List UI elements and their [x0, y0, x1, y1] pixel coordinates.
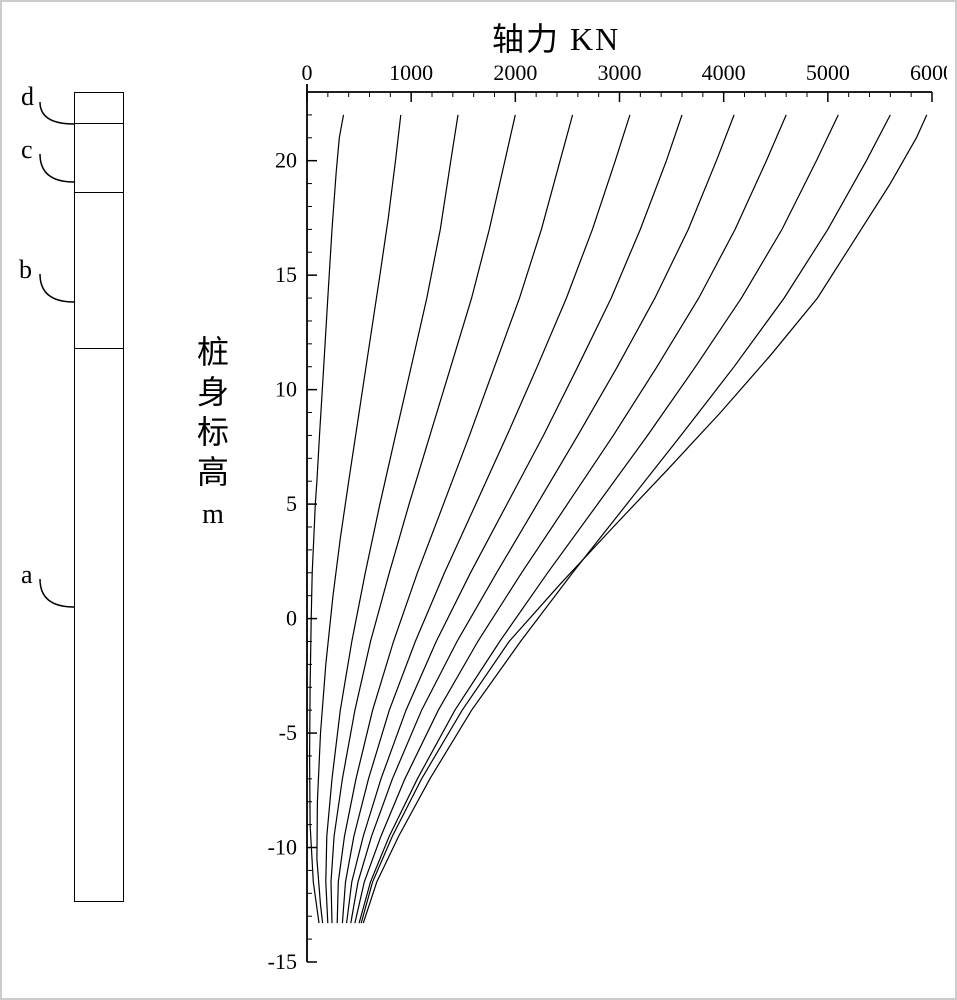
svg-text:20: 20	[275, 148, 297, 173]
leader-d	[36, 102, 76, 132]
axial-force-chart: 0 1000 2000 3000 4000 5000 6000 -15 -10 -5 0 5 10 15 2…	[257, 57, 947, 987]
label-b: b	[19, 255, 32, 285]
svg-text:5000: 5000	[806, 60, 850, 85]
svg-text:4000: 4000	[702, 60, 746, 85]
svg-text:3000: 3000	[598, 60, 642, 85]
pile-divider-d	[75, 123, 123, 124]
svg-text:0: 0	[286, 606, 297, 631]
label-c: c	[21, 135, 33, 165]
svg-text:-15: -15	[268, 949, 297, 974]
figure-container: d c b a 轴力 KN 桩身标高 m 0100020003000400050…	[0, 0, 957, 1000]
leader-a	[36, 579, 76, 615]
y-axis-title: 桩身标高 m	[197, 332, 229, 532]
leader-b	[36, 274, 76, 310]
svg-text:1000: 1000	[389, 60, 433, 85]
svg-text:10: 10	[275, 377, 297, 402]
y-axis-title-text: 桩身标高	[197, 334, 229, 490]
svg-text:0: 0	[302, 60, 313, 85]
pile-divider-c	[75, 192, 123, 193]
label-a: a	[21, 560, 33, 590]
label-d: d	[21, 82, 34, 112]
svg-text:2000: 2000	[493, 60, 537, 85]
svg-text:5: 5	[286, 491, 297, 516]
leader-c	[36, 154, 76, 190]
svg-text:-5: -5	[279, 720, 297, 745]
pile-divider-b	[75, 348, 123, 349]
pile-column-diagram	[74, 92, 124, 902]
svg-text:6000: 6000	[910, 60, 947, 85]
x-axis-title: 轴力 KN	[492, 14, 620, 60]
svg-text:15: 15	[275, 262, 297, 287]
svg-text:-10: -10	[268, 835, 297, 860]
y-axis-unit: m	[202, 499, 224, 530]
